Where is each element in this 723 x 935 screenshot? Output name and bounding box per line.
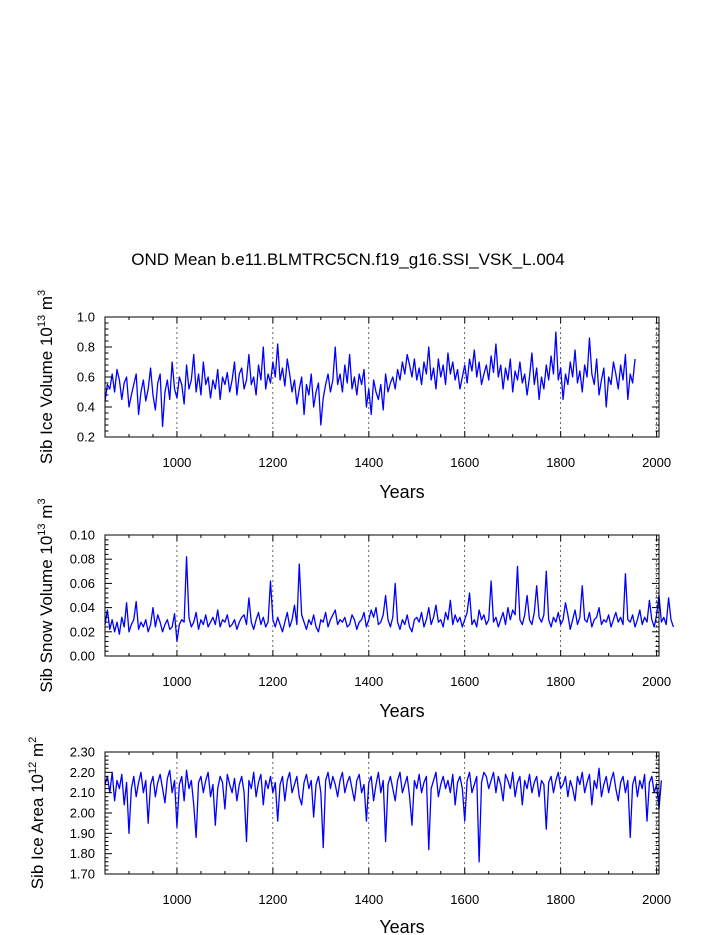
y-tick-label: 0.02 [70, 624, 95, 639]
y-tick-label: 2.30 [70, 745, 95, 760]
y-tick-label: 1.90 [70, 826, 95, 841]
y-axis-label-main: Sib Ice Volume 10 [37, 327, 56, 464]
x-tick-label: 1200 [258, 892, 287, 907]
y-tick-label: 1.0 [77, 310, 95, 325]
x-tick-label: 1800 [546, 455, 575, 470]
y-axis-label-unit-exponent: 3 [36, 498, 48, 504]
x-tick-label: 1600 [450, 892, 479, 907]
y-axis-label-unit: m [28, 743, 47, 762]
y-tick-label: 0.4 [77, 400, 95, 415]
x-axis-label: Years [379, 482, 424, 502]
x-tick-label: 1400 [354, 455, 383, 470]
y-tick-label: 0.10 [70, 528, 95, 543]
data-series-line [104, 767, 663, 863]
plot-frame [104, 534, 660, 657]
y-axis-label: Sib Snow Volume 1013 m3 [36, 498, 56, 692]
x-tick-label: 2000 [642, 892, 671, 907]
y-tick-label: 2.00 [70, 806, 95, 821]
x-tick-label: 1000 [162, 455, 191, 470]
y-tick-label: 0.2 [77, 430, 95, 445]
x-axis-label: Years [379, 917, 424, 935]
y-axis-label-unit-exponent: 3 [36, 290, 48, 296]
y-tick-label: 2.10 [70, 785, 95, 800]
y-tick-label: 1.80 [70, 846, 95, 861]
x-tick-label: 1400 [354, 892, 383, 907]
y-axis-label-exponent: 12 [27, 762, 39, 774]
y-tick-label: 0.04 [70, 600, 95, 615]
y-tick-label: 0.08 [70, 552, 95, 567]
x-tick-label: 1800 [546, 674, 575, 689]
x-tick-label: 2000 [642, 674, 671, 689]
x-tick-label: 1200 [258, 455, 287, 470]
x-tick-label: 1000 [162, 674, 191, 689]
x-tick-label: 1600 [450, 455, 479, 470]
panel-2: 1000 1200 1400 1600 1800 2000 0.00 0.02 0.04 0.06… [36, 498, 675, 721]
chart-title: OND Mean b.e11.BLMTRC5CN.f19_g16.SSI_VSK… [131, 250, 564, 269]
x-tick-label: 1800 [546, 892, 575, 907]
x-tick-label: 1400 [354, 674, 383, 689]
x-axis-label: Years [379, 701, 424, 721]
x-tick-label: 1200 [258, 674, 287, 689]
y-tick-label: 2.20 [70, 765, 95, 780]
y-axis-label-main: Sib Snow Volume 10 [37, 536, 56, 693]
y-axis-label-unit-exponent: 2 [27, 737, 39, 743]
y-tick-label: 0.6 [77, 370, 95, 385]
y-axis-label-exponent: 13 [36, 523, 48, 535]
y-axis-label-unit: m [37, 296, 56, 315]
y-axis-label: Sib Ice Area 1012 m2 [27, 737, 47, 890]
y-axis-label: Sib Ice Volume 1013 m3 [36, 290, 56, 464]
data-series-line [104, 331, 636, 428]
y-axis-label-unit: m [37, 505, 56, 524]
y-tick-label: 0.06 [70, 576, 95, 591]
panel-3: 1000 1200 1400 1600 1800 2000 1.70 1.80 1.90 2.00… [27, 737, 671, 935]
x-tick-label: 2000 [642, 455, 671, 470]
y-axis-label-exponent: 13 [36, 315, 48, 327]
x-tick-label: 1000 [162, 892, 191, 907]
data-series-line [104, 556, 675, 643]
y-tick-label: 0.8 [77, 340, 95, 355]
y-axis-label-main: Sib Ice Area 10 [28, 774, 47, 889]
x-tick-label: 1600 [450, 674, 479, 689]
y-tick-label: 1.70 [70, 867, 95, 882]
y-tick-label: 0.00 [70, 649, 95, 664]
plot-frame [104, 751, 660, 875]
panel-1: 1000 1200 1400 1600 1800 2000 0.2 0.4 0.6 0.8 1.0 Y… [36, 290, 671, 502]
